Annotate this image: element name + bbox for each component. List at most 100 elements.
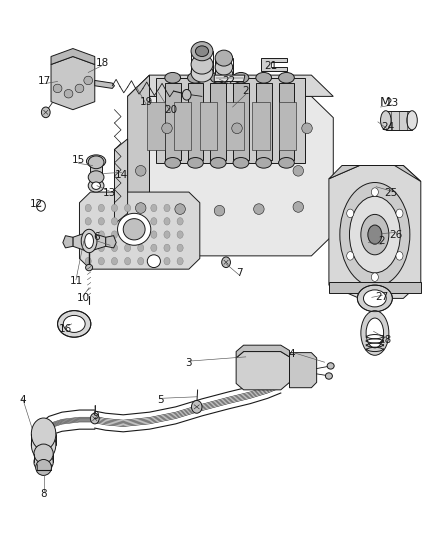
Ellipse shape (57, 311, 91, 337)
Text: 10: 10 (76, 293, 89, 303)
Text: 27: 27 (375, 292, 388, 302)
Polygon shape (127, 75, 149, 235)
Text: 7: 7 (235, 268, 242, 278)
Text: M: M (379, 96, 389, 109)
Ellipse shape (90, 413, 99, 424)
Ellipse shape (231, 123, 242, 134)
Ellipse shape (135, 203, 146, 213)
Ellipse shape (84, 76, 92, 85)
Ellipse shape (164, 72, 180, 83)
Text: 2: 2 (377, 236, 384, 246)
Ellipse shape (357, 285, 392, 312)
Polygon shape (328, 165, 420, 181)
Ellipse shape (85, 204, 91, 212)
Ellipse shape (163, 244, 170, 252)
Ellipse shape (163, 204, 170, 212)
Text: 14: 14 (115, 169, 128, 180)
Ellipse shape (98, 217, 104, 225)
Ellipse shape (138, 217, 144, 225)
Ellipse shape (177, 244, 183, 252)
Ellipse shape (215, 50, 232, 66)
Polygon shape (214, 75, 244, 82)
Ellipse shape (406, 111, 417, 130)
Ellipse shape (117, 213, 150, 245)
Polygon shape (63, 236, 73, 248)
Bar (187, 83, 203, 160)
Text: 25: 25 (384, 188, 397, 198)
Text: 13: 13 (102, 188, 116, 198)
Ellipse shape (360, 214, 388, 255)
Polygon shape (328, 165, 420, 298)
Ellipse shape (161, 123, 172, 134)
Polygon shape (127, 75, 332, 96)
Bar (173, 102, 191, 150)
Ellipse shape (92, 182, 100, 189)
Ellipse shape (191, 42, 212, 61)
Polygon shape (51, 49, 95, 64)
Ellipse shape (363, 290, 385, 307)
Ellipse shape (150, 204, 156, 212)
Ellipse shape (124, 204, 131, 212)
Ellipse shape (233, 158, 248, 168)
Ellipse shape (195, 46, 208, 56)
Polygon shape (114, 139, 127, 224)
Ellipse shape (98, 231, 104, 238)
Ellipse shape (111, 231, 117, 238)
Text: 3: 3 (185, 358, 192, 368)
Ellipse shape (53, 84, 62, 93)
Ellipse shape (325, 373, 332, 379)
Ellipse shape (63, 316, 85, 333)
Bar (164, 83, 180, 160)
Text: 21: 21 (264, 61, 277, 70)
Ellipse shape (346, 209, 353, 217)
Ellipse shape (177, 231, 183, 238)
Ellipse shape (339, 182, 409, 287)
Ellipse shape (278, 158, 293, 168)
Ellipse shape (346, 252, 353, 260)
Ellipse shape (150, 244, 156, 252)
Ellipse shape (360, 311, 388, 356)
Ellipse shape (253, 204, 264, 214)
Ellipse shape (233, 72, 248, 83)
Polygon shape (289, 353, 316, 387)
Ellipse shape (124, 257, 131, 265)
Ellipse shape (85, 244, 91, 252)
Text: 12: 12 (30, 199, 43, 209)
Bar (385, 111, 411, 130)
Polygon shape (236, 345, 289, 358)
Ellipse shape (123, 219, 145, 240)
Ellipse shape (371, 273, 378, 281)
Ellipse shape (292, 165, 303, 176)
Polygon shape (95, 80, 114, 88)
Ellipse shape (85, 264, 92, 271)
Ellipse shape (174, 204, 185, 214)
Text: 18: 18 (95, 59, 109, 68)
Ellipse shape (191, 400, 201, 413)
Text: 11: 11 (69, 277, 82, 286)
Ellipse shape (88, 171, 104, 183)
Ellipse shape (75, 84, 84, 93)
Ellipse shape (85, 233, 93, 248)
Ellipse shape (34, 444, 53, 463)
Polygon shape (51, 56, 95, 110)
Ellipse shape (177, 257, 183, 265)
Text: 28: 28 (378, 335, 391, 345)
Ellipse shape (177, 204, 183, 212)
Ellipse shape (395, 252, 402, 260)
Bar (255, 83, 271, 160)
Text: 23: 23 (385, 98, 398, 108)
Ellipse shape (90, 158, 102, 165)
Ellipse shape (210, 72, 226, 83)
Bar (147, 102, 164, 150)
Ellipse shape (98, 204, 104, 212)
Ellipse shape (85, 257, 91, 265)
Ellipse shape (98, 257, 104, 265)
Polygon shape (155, 78, 304, 163)
Ellipse shape (380, 111, 390, 130)
Text: 15: 15 (72, 155, 85, 165)
Ellipse shape (163, 217, 170, 225)
Text: 24: 24 (381, 122, 394, 132)
Bar (199, 102, 217, 150)
Ellipse shape (395, 209, 402, 217)
Polygon shape (261, 58, 287, 71)
